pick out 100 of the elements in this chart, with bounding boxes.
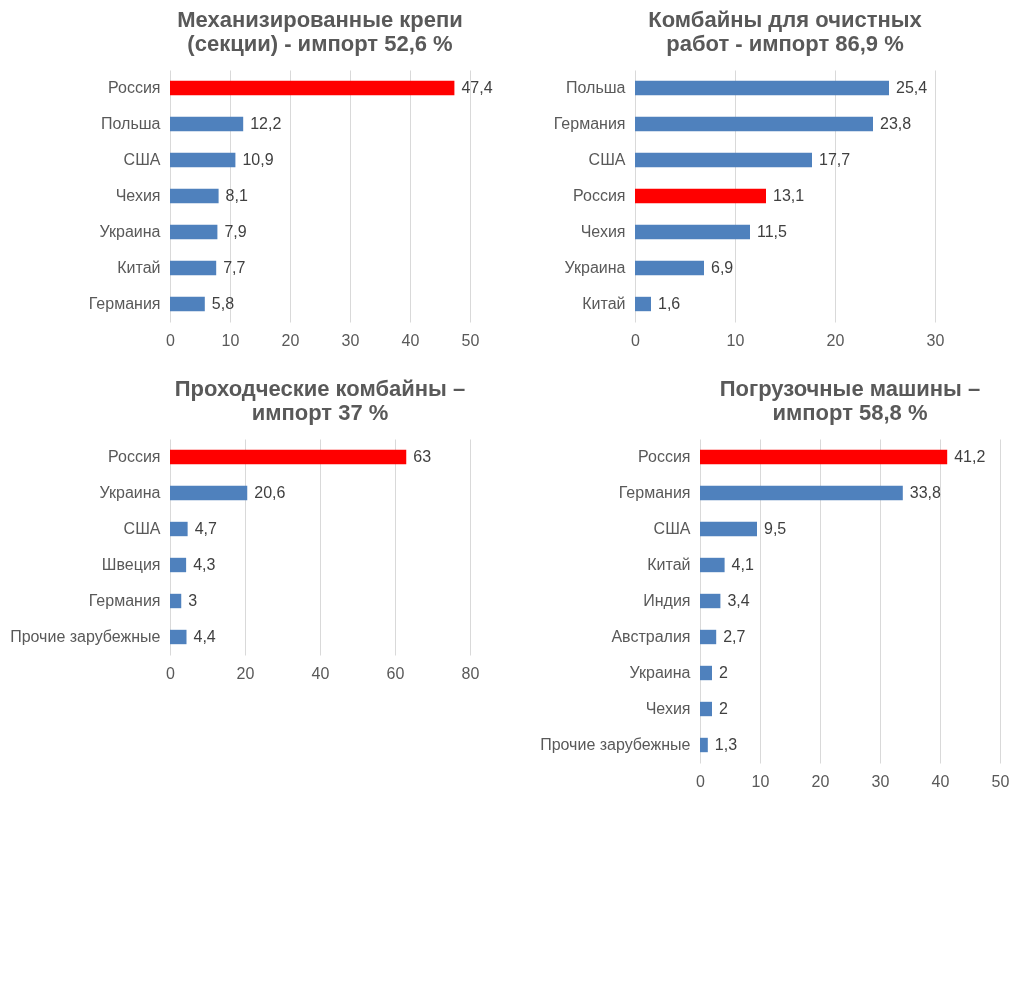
data-label: 12,2 (250, 115, 282, 132)
y-tick-label: Чехия (645, 700, 691, 717)
x-tick-label: 20 (826, 331, 845, 349)
y-tick-label: Австралия (611, 628, 691, 645)
data-label: 41,2 (954, 448, 986, 465)
y-tick-label: Китай (117, 259, 161, 276)
y-tick-label: Чехия (115, 187, 161, 204)
bar (635, 260, 704, 276)
chart-title: Комбайны для очистных работ - импорт 86,9 % (648, 7, 923, 56)
chart-title: Механизированные крепи (секции) - импорт 52,6 % (177, 7, 463, 56)
data-label: 20,6 (254, 484, 286, 501)
x-tick-label: 30 (341, 331, 360, 349)
chart-title: Проходческие комбайны – импорт 37 % (174, 376, 466, 425)
data-label: 33,8 (909, 484, 942, 501)
bar (700, 521, 757, 537)
x-tick-label: 50 (461, 331, 480, 349)
data-label: 3,4 (727, 592, 750, 609)
x-tick-label: 10 (751, 772, 770, 790)
bar (700, 485, 903, 501)
bar (170, 116, 244, 132)
data-label: 2 (719, 700, 728, 717)
bar (635, 152, 812, 168)
data-label: 23,8 (880, 115, 912, 132)
data-label: 7,7 (223, 259, 246, 276)
data-label: 11,5 (757, 223, 788, 240)
y-tick-label: Германия (553, 115, 626, 132)
y-tick-label: Чехия (580, 223, 626, 240)
bar (170, 152, 236, 168)
y-tick-label: Украина (564, 259, 626, 276)
bar (170, 224, 218, 240)
bar (635, 224, 750, 240)
y-tick-label: Украина (99, 484, 161, 501)
y-tick-label: Россия (573, 187, 626, 204)
bar (170, 593, 182, 609)
bar (170, 188, 219, 204)
bar (700, 701, 712, 717)
data-label: 10,9 (242, 151, 274, 168)
bar (635, 188, 766, 204)
x-tick-label: 0 (696, 772, 706, 790)
bar (700, 629, 717, 645)
x-tick-label: 40 (401, 331, 420, 349)
y-tick-label: Прочие зарубежные (540, 736, 691, 753)
x-tick-label: 60 (386, 664, 405, 682)
data-label: 3 (188, 592, 198, 609)
data-label: 9,5 (764, 520, 787, 537)
y-tick-label: Индия (643, 592, 691, 609)
data-label: 1,6 (658, 295, 681, 312)
data-label: 7,9 (224, 223, 247, 240)
data-label: 4,7 (194, 520, 217, 537)
x-tick-label: 30 (926, 331, 945, 349)
data-label: 2 (719, 664, 728, 681)
y-tick-label: Швеция (101, 556, 161, 573)
data-label: 25,4 (896, 79, 928, 96)
x-tick-label: 20 (236, 664, 255, 682)
data-label: 13,1 (773, 187, 805, 204)
data-label: 17,7 (819, 151, 851, 168)
y-tick-label: Германия (88, 592, 161, 609)
data-label: 63 (413, 448, 432, 465)
bar (635, 296, 651, 312)
bar (170, 80, 455, 96)
chart-title: Погрузочные машины – импорт 58,8 % (719, 376, 981, 425)
x-tick-label: 50 (991, 772, 1010, 790)
x-tick-label: 20 (811, 772, 830, 790)
y-tick-label: Китай (582, 295, 626, 312)
y-tick-label: США (123, 151, 161, 168)
bar (170, 485, 248, 501)
bar (170, 629, 187, 645)
data-label: 6,9 (711, 259, 734, 276)
x-tick-label: 0 (166, 331, 176, 349)
x-tick-label: 40 (931, 772, 950, 790)
x-tick-label: 30 (871, 772, 890, 790)
bar (700, 557, 725, 573)
bar (170, 521, 188, 537)
y-tick-label: Прочие зарубежные (10, 628, 161, 645)
bar (635, 116, 873, 132)
bar (700, 593, 721, 609)
y-tick-label: Украина (629, 664, 691, 681)
bar (170, 260, 217, 276)
y-tick-label: Россия (108, 448, 161, 465)
data-label: 8,1 (225, 187, 248, 204)
x-tick-label: 0 (631, 331, 641, 349)
bar (635, 80, 889, 96)
bar (700, 665, 712, 681)
x-tick-label: 40 (311, 664, 330, 682)
data-label: 4,3 (193, 556, 216, 573)
y-tick-label: США (653, 520, 691, 537)
y-tick-label: Китай (647, 556, 691, 573)
data-label: 4,4 (193, 628, 216, 645)
bar (700, 449, 948, 465)
y-tick-label: Украина (99, 223, 161, 240)
data-label: 1,3 (714, 736, 738, 753)
x-tick-label: 20 (281, 331, 300, 349)
bar (700, 737, 708, 753)
data-label: 47,4 (461, 79, 493, 96)
data-label: 2,7 (723, 628, 746, 645)
bar (170, 449, 407, 465)
x-tick-label: 10 (221, 331, 240, 349)
y-tick-label: Россия (108, 79, 161, 96)
y-tick-label: Германия (618, 484, 691, 501)
y-tick-label: Польша (566, 79, 626, 96)
